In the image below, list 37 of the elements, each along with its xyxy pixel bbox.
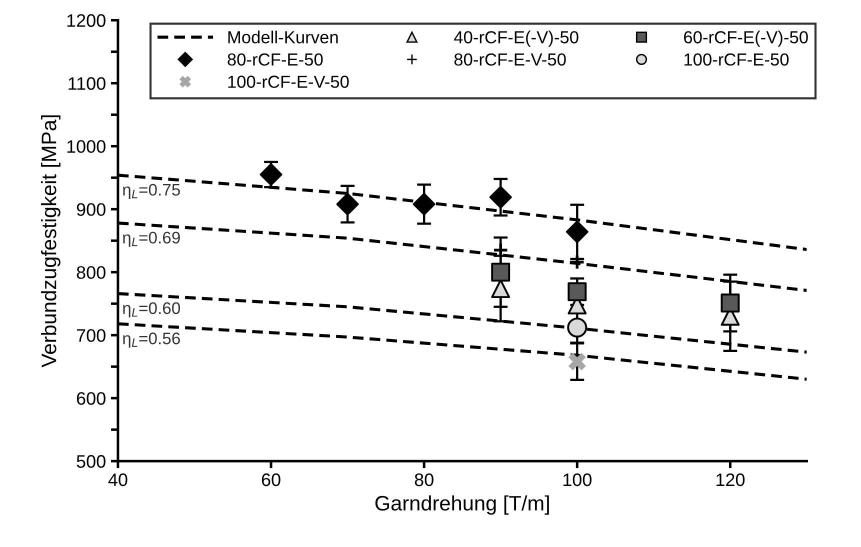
annotation: η$_{L}$=0.60	[122, 302, 180, 318]
annotation: η$_{L}$=0.75	[122, 184, 180, 199]
y-tick-label: 500	[76, 455, 106, 468]
x-tick-label: 80	[414, 473, 434, 486]
y-tick-label: 600	[76, 392, 106, 405]
point	[492, 242, 509, 258]
legend-label: 100-rCF-E-50	[684, 53, 789, 66]
x-tick-label: 100	[563, 473, 592, 486]
annotation: η$_{L}$=0.56	[122, 332, 180, 348]
y-tick-label: 900	[76, 203, 106, 216]
point	[336, 192, 359, 216]
legend-label: Modell-Kurven	[228, 30, 338, 44]
point	[567, 318, 588, 338]
x-tick-label: 60	[262, 473, 280, 486]
y-tick-label: 1200	[67, 14, 106, 27]
y-tick-label: 1100	[68, 77, 106, 90]
y-tick-label: 700	[76, 329, 106, 342]
y-tick-label: 800	[76, 266, 106, 279]
point	[491, 262, 510, 282]
legend-label: 80-rCF-E-V-50	[454, 53, 566, 66]
y-tick-label: 1000	[67, 140, 106, 153]
legend-label: 80-rCF-E-50	[228, 53, 323, 66]
legend-label: 40-rCF-E(-V)-50	[454, 30, 578, 47]
x-axis-title: Garndrehung [T/m]	[375, 495, 549, 515]
point	[568, 352, 586, 370]
point	[566, 220, 588, 244]
x-tick-label: 120	[716, 473, 745, 486]
annotation: η$_{L}$=0.69	[122, 232, 180, 247]
point	[720, 294, 740, 313]
y-axis-title: Verbundzugfestigkeit [MPa]	[41, 115, 60, 368]
point	[568, 282, 587, 302]
legend-label: 100-rCF-E-V-50	[228, 76, 349, 88]
legend-label: 60-rCF-E(-V)-50	[684, 30, 808, 47]
point	[412, 192, 436, 216]
point	[489, 186, 512, 208]
x-tick-label: 40	[108, 473, 128, 486]
point	[260, 163, 282, 186]
